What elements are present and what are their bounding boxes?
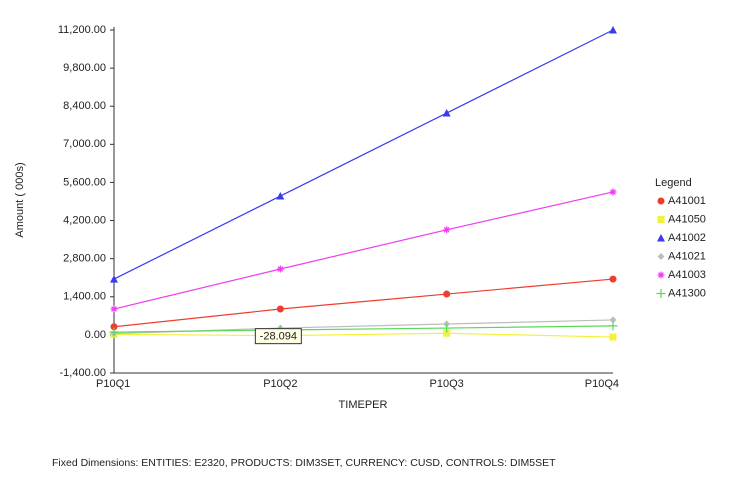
x-tick-label: P10Q3 — [430, 378, 464, 390]
marker-shape — [657, 216, 665, 223]
marker-shape — [657, 271, 665, 279]
legend-marker — [657, 197, 665, 205]
tooltip-text: -28.094 — [260, 331, 297, 343]
marker-shape — [657, 253, 665, 260]
data-point — [110, 275, 118, 283]
series-line — [113, 191, 614, 310]
marker-shape — [276, 305, 284, 313]
marker-shape — [609, 26, 617, 34]
marker-shape — [443, 329, 451, 337]
data-point — [276, 305, 284, 313]
marker-shape — [442, 323, 452, 333]
y-tick-label: -1,400.00 — [60, 367, 106, 379]
legend-label: A41001 — [668, 195, 706, 207]
legend-label: A41002 — [668, 232, 706, 244]
data-point — [608, 321, 618, 331]
marker-shape — [608, 321, 618, 331]
marker-shape — [609, 333, 617, 341]
data-point — [609, 333, 617, 341]
data-point — [442, 323, 452, 333]
legend-marker — [657, 216, 665, 223]
data-point — [110, 323, 118, 331]
y-tick-label: 4,200.00 — [63, 214, 106, 226]
y-tick-label: 5,600.00 — [63, 176, 106, 188]
marker-shape — [442, 109, 451, 117]
y-tick-label: 8,400.00 — [63, 100, 106, 112]
marker-shape — [656, 289, 666, 298]
data-point — [609, 316, 617, 324]
marker-shape — [110, 323, 118, 331]
legend-marker — [656, 289, 666, 298]
legend-label: A41003 — [668, 269, 706, 281]
marker-shape — [109, 327, 119, 337]
x-tick-label: P10Q4 — [585, 378, 619, 390]
x-tick-label: P10Q2 — [263, 378, 297, 390]
footer: Fixed Dimensions: ENTITIES: E2320, PRODU… — [52, 457, 556, 469]
y-tick-label: 0.00 — [85, 329, 106, 341]
x-axis-title: TIMEPER — [339, 399, 388, 411]
data-point — [609, 275, 617, 283]
legend-label: A41300 — [668, 287, 706, 299]
data-point — [609, 188, 617, 196]
y-axis-title: Amount ( 000s) — [14, 162, 26, 237]
marker-shape — [443, 226, 451, 234]
legend-label: A41050 — [668, 213, 706, 225]
y-tick-label: 2,800.00 — [63, 253, 106, 265]
data-point — [443, 290, 451, 298]
marker-shape — [443, 290, 451, 298]
marker-shape — [657, 197, 665, 205]
data-point — [442, 109, 451, 117]
marker-shape — [609, 316, 617, 324]
data-point — [276, 192, 285, 200]
marker-shape — [609, 275, 617, 283]
data-point — [609, 26, 617, 34]
marker-shape — [276, 192, 285, 200]
legend-title: Legend — [655, 177, 692, 189]
series-line — [113, 278, 614, 328]
marker-shape — [609, 188, 617, 196]
x-tick-label: P10Q1 — [96, 378, 130, 390]
y-tick-label: 1,400.00 — [63, 291, 106, 303]
marker-shape — [657, 234, 665, 242]
marker-shape — [110, 275, 118, 283]
y-tick-label: 9,800.00 — [63, 62, 106, 74]
data-point — [109, 327, 119, 337]
marker-shape — [276, 265, 284, 273]
y-tick-label: 11,200.00 — [58, 24, 106, 36]
data-point — [110, 305, 118, 313]
legend-label: A41021 — [668, 250, 706, 262]
data-point — [276, 265, 284, 273]
y-tick-label: 7,000.00 — [63, 138, 106, 150]
legend-marker — [657, 271, 665, 279]
legend-marker — [657, 234, 665, 242]
marker-shape — [110, 305, 118, 313]
data-point — [443, 329, 451, 337]
series-line — [113, 332, 614, 338]
legend-marker — [657, 253, 665, 260]
series-line — [113, 325, 614, 333]
series-line — [113, 29, 614, 280]
tooltip-box — [254, 328, 302, 345]
data-point — [443, 226, 451, 234]
